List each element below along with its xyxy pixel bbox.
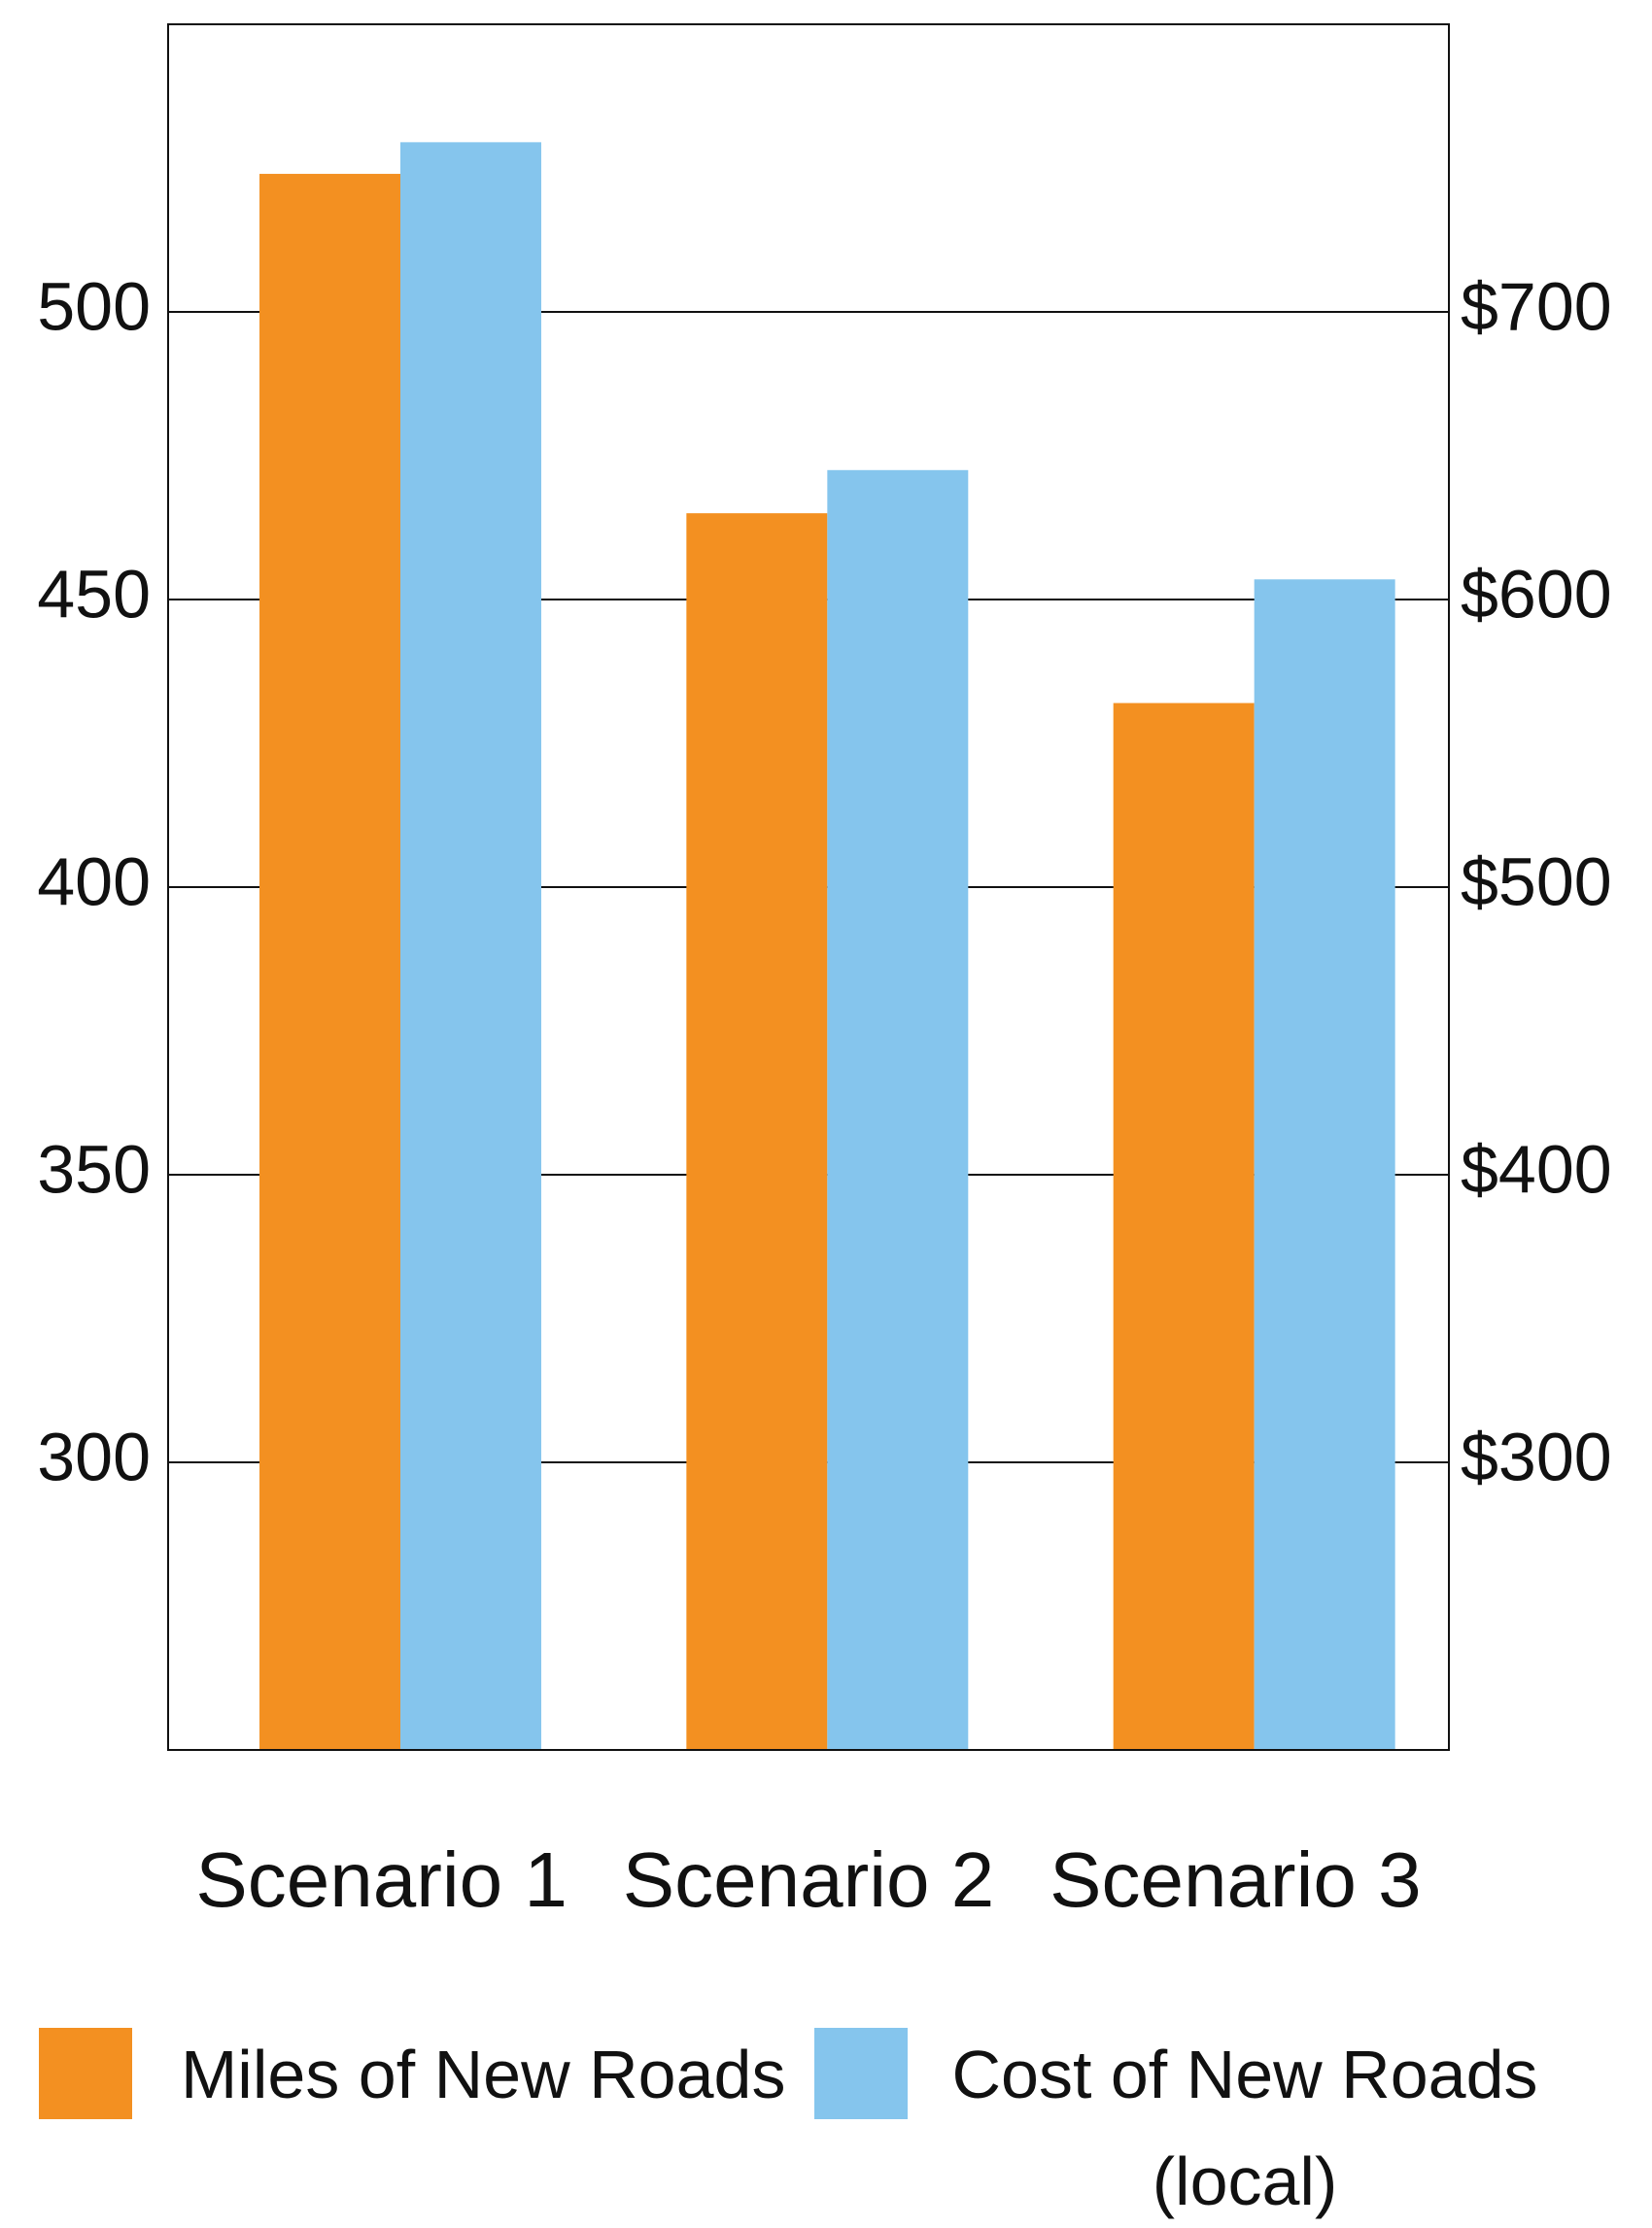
y-tick-label: 400 [37,843,151,919]
bar [686,513,828,1751]
y-tick-label: 300 [37,1419,151,1494]
bar [1113,703,1255,1750]
bar [259,173,400,1750]
y2-tick-label: $700 [1461,268,1612,344]
bar [1254,579,1395,1750]
legend-label: Miles of New Roads [181,2037,786,2112]
y2-tick-label: $500 [1461,843,1612,919]
y2-tick-label: $600 [1461,556,1612,632]
legend-swatch [39,2028,132,2119]
y2-tick-label: $300 [1461,1419,1612,1494]
x-tick-label: Scenario 1 [195,1836,567,1923]
bar [827,469,969,1750]
x-tick-label: Scenario 2 [623,1836,994,1923]
x-tick-label: Scenario 3 [1050,1836,1421,1923]
y2-tick-label: $400 [1461,1131,1612,1207]
y-tick-label: 350 [37,1131,151,1207]
legend-swatch [814,2028,908,2119]
legend-label: Cost of New Roads (local) [951,2037,1538,2219]
bar [399,142,541,1751]
y-tick-label: 450 [37,556,151,632]
plot-frame [167,23,1450,1751]
y-tick-label: 500 [37,268,151,344]
